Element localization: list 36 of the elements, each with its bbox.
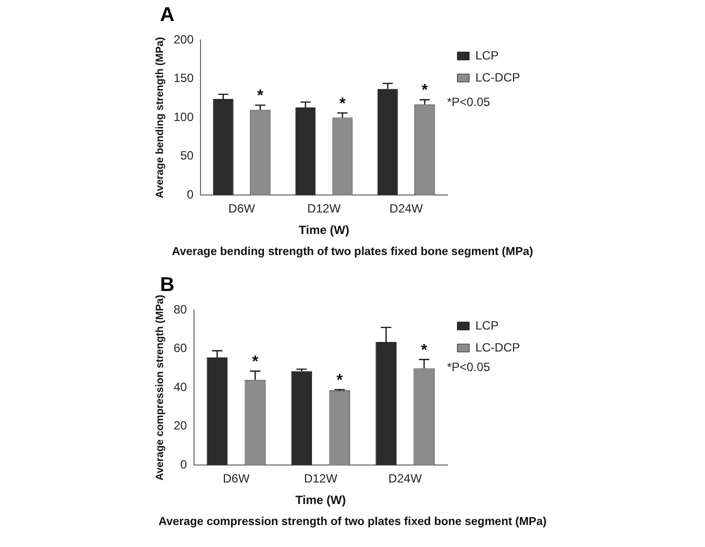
annotation: * <box>420 342 428 359</box>
y-tick-label: 100 <box>174 110 194 124</box>
x-tick-label: D6W <box>228 202 256 216</box>
y-tick-label: 60 <box>174 341 188 356</box>
legend-label: LCP <box>475 318 499 332</box>
x-axis-title: Time (W) <box>295 493 346 508</box>
x-tick-label: D6W <box>222 472 250 486</box>
annotation: * <box>339 95 346 112</box>
y-tick-label: 50 <box>180 148 194 163</box>
legend-label: LC-DCP <box>475 340 520 354</box>
y-tick-label: 20 <box>174 418 188 433</box>
y-tick-label: 40 <box>174 380 188 394</box>
y-axis-title: Average compression strength (MPa) <box>154 294 166 480</box>
y-axis-title: Average bending strength (MPa) <box>154 36 166 198</box>
y-tick-label: 200 <box>174 32 194 46</box>
annotation: * <box>422 82 429 100</box>
y-tick-label: 80 <box>174 302 188 316</box>
x-tick-label: D24W <box>388 472 422 486</box>
text: Average bending strength of two plates fixed bone segment (MPa) <box>170 246 534 258</box>
y-tick-label: 0 <box>186 188 194 202</box>
annotation: * <box>257 88 264 105</box>
x-tick-label: D12W <box>307 202 342 216</box>
annotation: *P<0.05 <box>447 95 490 109</box>
x-tick-label: D24W <box>390 202 424 216</box>
chart-title: B <box>160 274 174 296</box>
annotation: * <box>336 372 344 389</box>
legend-label: LCP <box>475 48 499 62</box>
legend-label: LC-DCP <box>475 70 520 84</box>
y-tick-label: 0 <box>180 458 188 472</box>
x-tick-label: D12W <box>304 472 338 486</box>
annotation: *P<0.05 <box>447 360 490 374</box>
text: Average compression strength of two plates fixed bone segment (MPa) <box>157 516 548 528</box>
chart-title: A <box>160 4 174 27</box>
annotation: * <box>252 354 260 371</box>
x-axis-title: Time (W) <box>298 223 350 238</box>
y-tick-label: 150 <box>174 71 194 86</box>
